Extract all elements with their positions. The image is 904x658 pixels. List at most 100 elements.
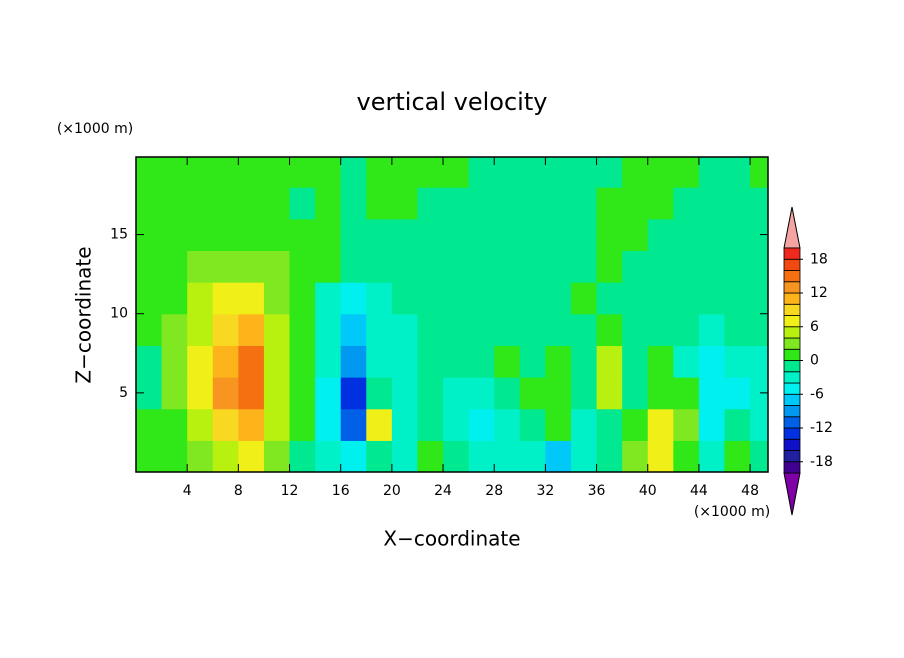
contour-cell bbox=[494, 408, 521, 441]
contour-cell bbox=[570, 377, 598, 410]
contour-cell bbox=[315, 187, 342, 220]
contour-cell bbox=[570, 187, 598, 220]
contour-cell bbox=[443, 218, 470, 251]
contour-cell bbox=[340, 250, 367, 283]
contour-cell bbox=[647, 440, 674, 472]
contour-cell bbox=[673, 408, 700, 441]
contour-cell bbox=[468, 345, 495, 378]
contour-cell bbox=[519, 345, 546, 378]
contour-cell bbox=[596, 282, 623, 315]
x-tick-label: 48 bbox=[741, 483, 759, 499]
x-tick-label: 16 bbox=[332, 483, 350, 499]
colorbar-box bbox=[783, 337, 801, 350]
contour-cell bbox=[289, 282, 316, 315]
contour-cell bbox=[187, 218, 214, 251]
contour-cell bbox=[212, 250, 239, 283]
contour-cell bbox=[698, 377, 726, 410]
colorbar-box bbox=[783, 450, 801, 463]
contour-cell bbox=[443, 282, 470, 315]
contour-cell bbox=[647, 282, 674, 315]
contour-cell bbox=[570, 250, 598, 283]
contour-cell bbox=[545, 377, 572, 410]
contour-cell bbox=[340, 218, 367, 251]
contour-cell bbox=[468, 440, 495, 472]
contour-cell bbox=[161, 313, 188, 346]
contour-cell bbox=[622, 157, 649, 188]
contour-cell bbox=[161, 408, 188, 441]
contour-cell bbox=[443, 187, 470, 220]
contour-cell bbox=[391, 408, 419, 441]
contour-cell bbox=[673, 282, 700, 315]
contour-cell bbox=[238, 345, 265, 378]
contour-cell bbox=[647, 187, 674, 220]
contour-cell bbox=[673, 313, 700, 346]
contour-cell bbox=[494, 218, 521, 251]
x-tick-label: 32 bbox=[536, 483, 554, 499]
contour-cell bbox=[698, 157, 726, 188]
contour-cell bbox=[443, 345, 470, 378]
contour-cell bbox=[545, 250, 572, 283]
contour-cell bbox=[136, 408, 163, 441]
contour-cell bbox=[366, 345, 393, 378]
contour-cell bbox=[340, 377, 367, 410]
colorbar-tick-label: 6 bbox=[810, 319, 819, 335]
contour-cell bbox=[289, 250, 316, 283]
contour-cell bbox=[263, 187, 291, 220]
contour-cell bbox=[391, 313, 419, 346]
colorbar-box bbox=[783, 281, 801, 294]
contour-cell bbox=[391, 157, 419, 188]
contour-cell bbox=[366, 250, 393, 283]
contour-cell bbox=[136, 187, 163, 220]
contour-cell bbox=[596, 345, 623, 378]
contour-cell bbox=[647, 157, 674, 188]
y-tick-label: 5 bbox=[119, 385, 128, 401]
contour-cell bbox=[161, 157, 188, 188]
contour-cell bbox=[698, 345, 726, 378]
contour-cell bbox=[238, 157, 265, 188]
contour-cell bbox=[596, 157, 623, 188]
colorbar-box bbox=[783, 348, 801, 361]
contour-cell bbox=[673, 440, 700, 472]
colorbar-tick-label: -12 bbox=[810, 420, 833, 436]
contour-cell bbox=[468, 377, 495, 410]
contour-cell bbox=[698, 408, 726, 441]
contour-cell bbox=[494, 282, 521, 315]
contour-cell bbox=[596, 218, 623, 251]
contour-cell bbox=[161, 218, 188, 251]
contour-cell bbox=[673, 377, 700, 410]
contour-cell bbox=[750, 218, 768, 251]
contour-cell bbox=[238, 218, 265, 251]
contour-cell bbox=[596, 440, 623, 472]
colorbar-box bbox=[783, 360, 801, 373]
contour-cell bbox=[750, 157, 768, 188]
contour-cell bbox=[698, 187, 726, 220]
contour-cell bbox=[443, 313, 470, 346]
contour-cell bbox=[238, 440, 265, 472]
contour-cell bbox=[519, 313, 546, 346]
contour-cell bbox=[289, 187, 316, 220]
contour-cell bbox=[698, 250, 726, 283]
contour-cell bbox=[417, 313, 444, 346]
contour-cell bbox=[212, 157, 239, 188]
contour-cell bbox=[724, 440, 751, 472]
contour-cell bbox=[596, 377, 623, 410]
colorbar-box bbox=[783, 315, 801, 328]
y-units: (×1000 m) bbox=[57, 121, 133, 137]
contour-cell bbox=[519, 440, 546, 472]
contour-cell bbox=[417, 218, 444, 251]
contour-cell bbox=[263, 440, 291, 472]
colorbar-box bbox=[783, 416, 801, 429]
contour-cell bbox=[519, 282, 546, 315]
contour-cell bbox=[187, 440, 214, 472]
contour-cell bbox=[263, 282, 291, 315]
contour-cell bbox=[622, 250, 649, 283]
contour-cell bbox=[366, 313, 393, 346]
contour-cell bbox=[187, 282, 214, 315]
contour-cell bbox=[519, 377, 546, 410]
contour-cell bbox=[724, 157, 751, 188]
contour-cell bbox=[622, 187, 649, 220]
contour-cell bbox=[647, 345, 674, 378]
contour-cell bbox=[263, 157, 291, 188]
contour-cell bbox=[622, 377, 649, 410]
